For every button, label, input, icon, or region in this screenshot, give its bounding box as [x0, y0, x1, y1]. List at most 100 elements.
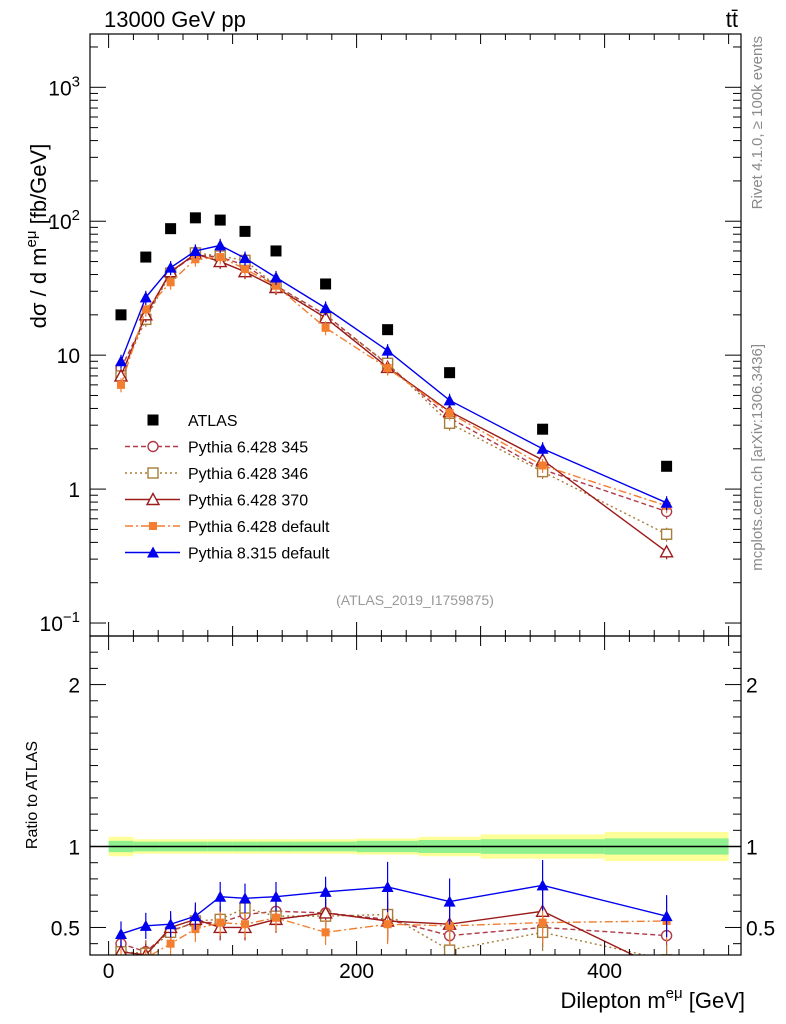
- ratio-point: [214, 890, 227, 902]
- ratio-point: [536, 879, 549, 891]
- legend-marker: [147, 414, 159, 426]
- x-tick-label: 200: [339, 960, 374, 983]
- ratio-point: [272, 913, 280, 922]
- series-line: [120, 244, 667, 504]
- main-ylabel: dσ / d meμ [fb/GeV]: [23, 144, 51, 329]
- ratio-line: [120, 884, 667, 935]
- legend-label: Pythia 6.428 370: [188, 493, 308, 510]
- ratio-series-4: [115, 860, 673, 947]
- ratio-y-tick-label: 1: [68, 837, 80, 860]
- data-point: [270, 245, 282, 257]
- ratio-point: [164, 918, 177, 930]
- legend-label: Pythia 6.428 default: [188, 519, 330, 536]
- ratio-axes-layer: 0.5 0.5 1 1 2 2 0 200 400: [51, 636, 775, 983]
- legend-item-2: Pythia 6.428 346: [125, 466, 308, 483]
- data-point: [444, 367, 456, 379]
- ratio-line: [149, 917, 667, 955]
- x-axis-label: Dilepton meμ [GeV]: [560, 985, 745, 1013]
- data-point: [536, 442, 549, 454]
- legend-label: Pythia 6.428 346: [188, 466, 308, 483]
- ratio-point: [216, 918, 225, 927]
- data-point: [660, 496, 673, 508]
- ratio-point: [538, 918, 547, 927]
- data-point: [272, 281, 280, 290]
- data-point: [270, 271, 282, 283]
- header-left: 13000 GeV pp: [104, 7, 246, 32]
- legend-marker: [145, 492, 161, 506]
- legend-marker: [147, 440, 159, 453]
- ratio-point: [445, 921, 454, 930]
- data-point: [189, 212, 201, 224]
- main-panel: 10−1 1 10 102 103 dσ / d meμ [fb/GeV] (ATLAS…: [23, 33, 742, 637]
- ratio-y-tick-label: 2: [68, 675, 80, 698]
- ratio-point: [318, 905, 333, 919]
- ratio-point: [166, 939, 175, 948]
- data-point: [115, 355, 127, 367]
- data-point: [140, 251, 152, 263]
- ratio-point: [241, 920, 249, 929]
- legend-marker: [149, 522, 157, 530]
- series-line: [120, 252, 667, 535]
- data-point: [239, 225, 251, 237]
- data-point: [659, 544, 674, 558]
- data-point: [660, 528, 673, 540]
- data-point: [191, 255, 200, 264]
- y-tick-label: 103: [48, 73, 80, 100]
- data-point: [239, 252, 251, 264]
- series-5: [115, 238, 673, 511]
- data-point: [381, 344, 394, 356]
- series-0: [115, 212, 673, 472]
- data-point: [214, 214, 226, 226]
- data-point: [320, 278, 332, 290]
- ratio-point: [383, 920, 392, 929]
- data-point: [321, 323, 330, 332]
- data-point: [382, 324, 394, 336]
- data-point: [445, 408, 454, 417]
- ratio-line: [120, 907, 648, 955]
- ratio-point: [239, 892, 251, 904]
- legend-marker: [147, 546, 159, 558]
- data-point: [139, 291, 152, 303]
- ratio-point: [117, 956, 125, 964]
- ratio-point: [661, 965, 673, 976]
- ratio-point: [443, 895, 456, 907]
- ratio-point: [139, 919, 152, 931]
- ratio-point: [189, 910, 202, 922]
- ratio-point: [443, 944, 456, 955]
- y-tick-label: 102: [48, 207, 80, 234]
- ratio-y-tick-label-right: 1: [746, 837, 758, 860]
- ratio-y-tick-label-right: 0.5: [746, 917, 775, 940]
- data-point: [241, 264, 249, 273]
- ratio-point: [115, 927, 127, 939]
- data-point: [538, 461, 547, 470]
- mcplots-label: mcplots.cern.ch [arXiv:1306.3436]: [749, 344, 766, 571]
- ratio-point: [660, 954, 673, 955]
- main-data-layer: [113, 212, 674, 560]
- analysis-tag: (ATLAS_2019_I1759875): [336, 592, 494, 608]
- y-tick-label: 1: [68, 479, 80, 502]
- data-point: [115, 309, 127, 321]
- ratio-line: [120, 910, 635, 955]
- legend-item-3: Pythia 6.428 370: [125, 492, 308, 510]
- data-point: [661, 460, 673, 472]
- x-tick-label: 400: [587, 960, 622, 983]
- ratio-point: [381, 880, 394, 892]
- x-tick-label: 0: [103, 960, 115, 983]
- ratio-point: [321, 928, 330, 937]
- legend-label: Pythia 8.315 default: [188, 546, 330, 563]
- data-point: [117, 380, 125, 389]
- data-point: [141, 305, 150, 314]
- data-point: [216, 253, 225, 262]
- legend-item-4: Pythia 6.428 default: [125, 519, 330, 536]
- data-point: [165, 223, 177, 235]
- ratio-data-layer: [90, 831, 741, 976]
- series-3: [113, 246, 674, 560]
- ratio-ylabel: Ratio to ATLAS: [24, 741, 41, 849]
- data-point: [214, 239, 227, 251]
- legend-label: ATLAS: [188, 413, 238, 430]
- series-line: [120, 256, 667, 507]
- ratio-y-tick-label-right: 2: [746, 675, 758, 698]
- main-axes-layer: 10−1 1 10 102 103: [40, 34, 741, 636]
- header-right: tt̄: [726, 7, 738, 32]
